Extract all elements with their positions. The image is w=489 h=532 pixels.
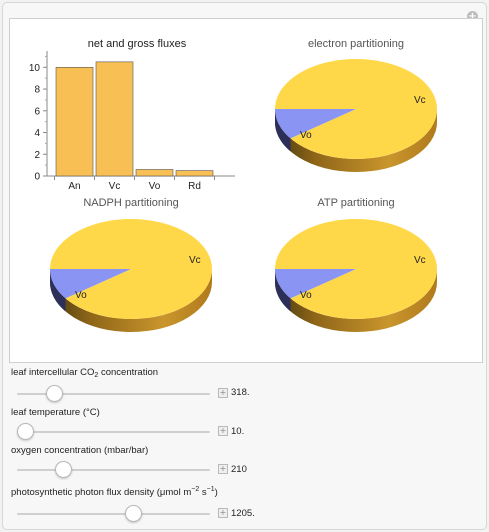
oxygen-label: oxygen concentration (mbar/bar) (11, 445, 149, 456)
bar-chart-title: net and gross fluxes (88, 38, 187, 50)
pie-electron-title: electron partitioning (308, 38, 404, 50)
pie-slice-vc (275, 218, 437, 319)
pie-nadph-title: NADPH partitioning (83, 197, 178, 209)
bar (95, 61, 134, 177)
pie-electron-marks: Vc Vo (275, 58, 437, 172)
photon-value: 1205. (231, 508, 255, 519)
bar-x-tick-label: An (68, 181, 80, 192)
pie-atp-chart: ATP partitioning Vc Vo (275, 197, 437, 332)
output-panel: net and gross fluxes 0 2 4 6 8 10 An Vc Vo Rd ele… (9, 18, 483, 363)
co2-label-suffix: concentration (98, 367, 159, 378)
photon-label-sup1: −2 (191, 486, 200, 493)
pie-slice-vc (275, 58, 437, 159)
photon-expand-icon[interactable]: + (218, 508, 228, 518)
pie-label-vc: Vc (414, 255, 426, 266)
bar-y-tick-label: 2 (34, 150, 40, 161)
pie-side (275, 109, 437, 172)
temp-slider-thumb[interactable] (16, 423, 34, 440)
pie-label-vo: Vo (75, 290, 87, 301)
pie-vo-side (275, 109, 291, 152)
temp-label: leaf temperature (°C) (11, 407, 100, 418)
photon-label-suffix: ) (214, 487, 218, 498)
bar-x-tick-label: Vo (149, 181, 161, 192)
bar-y-tick-label: 6 (34, 106, 40, 117)
bar-x-tick-label: Vc (109, 181, 121, 192)
oxygen-value: 210 (231, 464, 247, 475)
pie-atp-title: ATP partitioning (317, 197, 394, 209)
pie-nadph-marks: Vc Vo (50, 218, 212, 332)
temp-slider[interactable] (16, 423, 210, 440)
photon-label-sup2: −1 (206, 486, 215, 493)
pie-vo-side (50, 269, 66, 312)
co2-slider-thumb[interactable] (45, 385, 63, 402)
photon-label-prefix: photosynthetic photon flux density (μmol… (11, 487, 192, 498)
bar-x-tick-label: Rd (188, 181, 201, 192)
pie-label-vo: Vo (300, 130, 312, 141)
pie-slice-vo (275, 269, 356, 299)
co2-label-prefix: leaf intercellular CO (11, 367, 95, 378)
co2-value: 318. (231, 387, 250, 398)
oxygen-expand-icon[interactable]: + (218, 464, 228, 474)
pie-slice-vc (50, 218, 212, 319)
temp-expand-icon[interactable]: + (218, 426, 228, 436)
photon-slider[interactable] (17, 505, 210, 522)
bar-y-tick-label: 0 (34, 172, 40, 183)
pie-nadph-chart: NADPH partitioning Vc Vo (50, 197, 212, 332)
oxygen-slider-thumb[interactable] (55, 461, 73, 478)
pie-slice-vo (275, 109, 356, 139)
bar-y-tick-label: 8 (34, 85, 40, 96)
pie-atp-marks: Vc Vo (275, 218, 437, 332)
pie-electron-chart: electron partitioning Vc Vo (275, 38, 437, 172)
photon-slider-thumb[interactable] (124, 505, 142, 522)
pie-label-vc: Vc (414, 95, 426, 106)
charts-canvas: net and gross fluxes 0 2 4 6 8 10 An Vc Vo Rd ele… (29, 38, 437, 332)
co2-slider[interactable] (17, 385, 210, 402)
bar (135, 169, 174, 177)
pie-side (50, 269, 212, 332)
co2-label-sub: 2 (94, 372, 99, 379)
bar-y-tick-label: 10 (29, 63, 41, 74)
bar (55, 67, 94, 177)
options-plus-icon[interactable]: + (467, 11, 478, 22)
temp-value: 10. (231, 426, 245, 437)
pie-label-vc: Vc (189, 255, 201, 266)
bar-y-tick-label: 4 (34, 128, 40, 139)
pie-vo-side (275, 269, 291, 312)
oxygen-slider[interactable] (17, 461, 210, 478)
bar-chart-bars (55, 61, 214, 177)
pie-side (275, 269, 437, 332)
pie-label-vo: Vo (300, 290, 312, 301)
bar (175, 170, 214, 177)
bar-chart: net and gross fluxes 0 2 4 6 8 10 An Vc Vo Rd (29, 38, 235, 192)
co2-expand-icon[interactable]: + (218, 388, 228, 398)
co2-label: leaf intercellular CO2 concentration (11, 367, 158, 379)
photon-label: photosynthetic photon flux density (μmol… (11, 486, 218, 498)
pie-slice-vo (50, 269, 131, 299)
photon-label-mid: s (199, 487, 207, 498)
